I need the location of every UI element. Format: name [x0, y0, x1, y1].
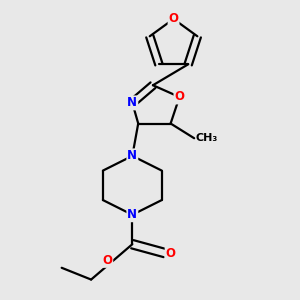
Text: O: O [166, 247, 176, 260]
Text: O: O [174, 91, 184, 103]
Text: N: N [127, 208, 137, 221]
Text: CH₃: CH₃ [196, 133, 218, 143]
Text: O: O [169, 13, 178, 26]
Text: N: N [127, 96, 137, 110]
Text: O: O [102, 254, 112, 267]
Text: N: N [127, 149, 137, 162]
